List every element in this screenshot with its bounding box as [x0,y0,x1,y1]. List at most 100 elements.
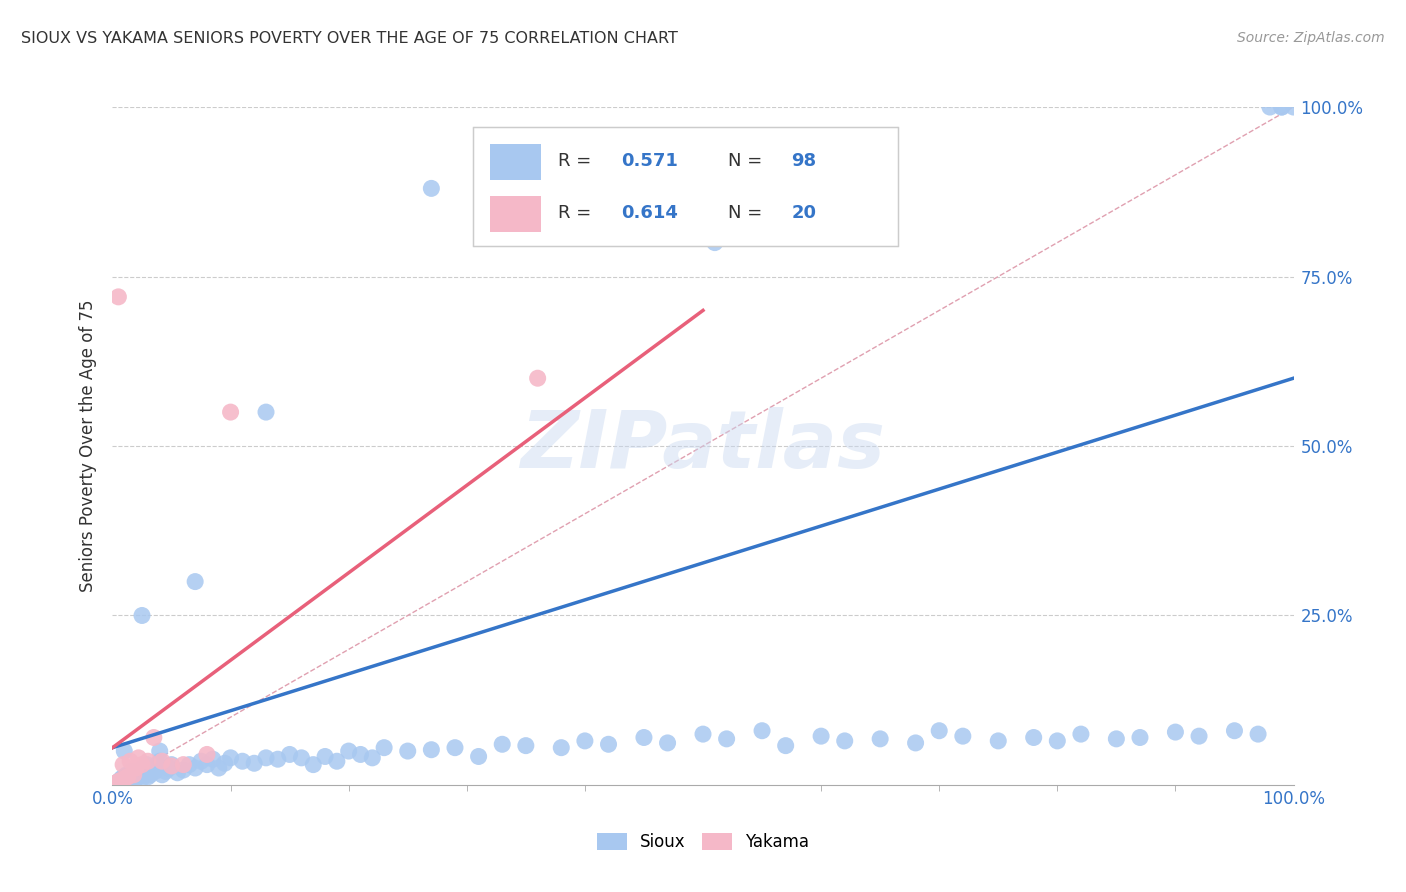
Point [120,770,142,784]
Point [127,751,149,765]
Point [143,764,166,779]
Point [107,290,129,304]
Point [869,731,891,746]
Point [373,740,395,755]
Point [117,773,139,788]
Point [278,747,301,762]
Point [1105,731,1128,746]
Point [155,764,177,779]
Point [120,754,142,768]
Point [834,734,856,748]
Point [172,763,194,777]
Point [132,761,155,775]
Point [190,754,212,768]
Point [111,771,134,785]
Point [396,744,419,758]
Point [135,757,157,772]
Point [692,727,714,741]
Point [166,765,188,780]
Point [135,764,157,779]
Point [110,772,132,787]
Point [146,757,169,772]
Point [107,774,129,789]
Point [160,759,183,773]
Point [254,751,277,765]
Point [550,740,572,755]
Point [184,574,207,589]
Point [120,764,142,779]
Point [420,742,443,756]
Point [254,405,277,419]
Point [128,765,150,780]
Point [219,405,242,419]
Point [214,756,236,771]
Point [134,768,156,782]
Point [1271,100,1294,114]
Point [150,754,173,768]
Point [337,744,360,758]
Point [114,769,136,783]
Point [139,768,162,782]
Text: Source: ZipAtlas.com: Source: ZipAtlas.com [1237,31,1385,45]
Point [290,751,312,765]
Point [160,757,183,772]
Point [112,757,135,772]
Point [142,731,165,745]
Point [114,771,136,785]
Point [121,768,143,782]
Point [201,752,224,766]
Point [208,761,231,775]
Point [1247,727,1270,741]
Point [314,749,336,764]
Point [131,608,153,623]
Point [526,371,548,385]
Point [150,768,173,782]
Point [904,736,927,750]
Point [115,768,138,782]
Point [1022,731,1045,745]
Point [1271,100,1294,114]
Point [491,737,513,751]
Point [952,729,974,743]
Point [1188,729,1211,743]
Point [633,731,655,745]
Text: ZIPatlas: ZIPatlas [520,407,886,485]
Point [142,761,165,775]
Point [129,763,152,777]
Point [703,235,725,250]
Point [515,739,537,753]
Point [810,729,832,743]
Point [122,768,145,782]
Point [1070,727,1092,741]
Point [125,761,148,775]
Point [195,747,218,762]
Point [112,744,135,758]
Y-axis label: Seniors Poverty Over the Age of 75: Seniors Poverty Over the Age of 75 [79,300,97,592]
Point [105,776,128,790]
Point [149,744,172,758]
Point [928,723,950,738]
Point [219,751,242,765]
Point [122,765,145,780]
Point [1164,725,1187,739]
Point [195,757,218,772]
Point [117,770,139,784]
Point [326,754,349,768]
Point [467,749,489,764]
Point [243,756,266,771]
Point [131,757,153,772]
Point [184,761,207,775]
Point [107,774,129,789]
Point [136,754,159,768]
Text: SIOUX VS YAKAMA SENIORS POVERTY OVER THE AGE OF 75 CORRELATION CHART: SIOUX VS YAKAMA SENIORS POVERTY OVER THE… [21,31,678,46]
Point [1223,723,1246,738]
Point [179,757,201,772]
Point [361,751,384,765]
Point [444,740,467,755]
Point [598,737,620,751]
Point [657,736,679,750]
Point [574,734,596,748]
Point [149,754,172,768]
Point [716,731,738,746]
Point [172,757,194,772]
